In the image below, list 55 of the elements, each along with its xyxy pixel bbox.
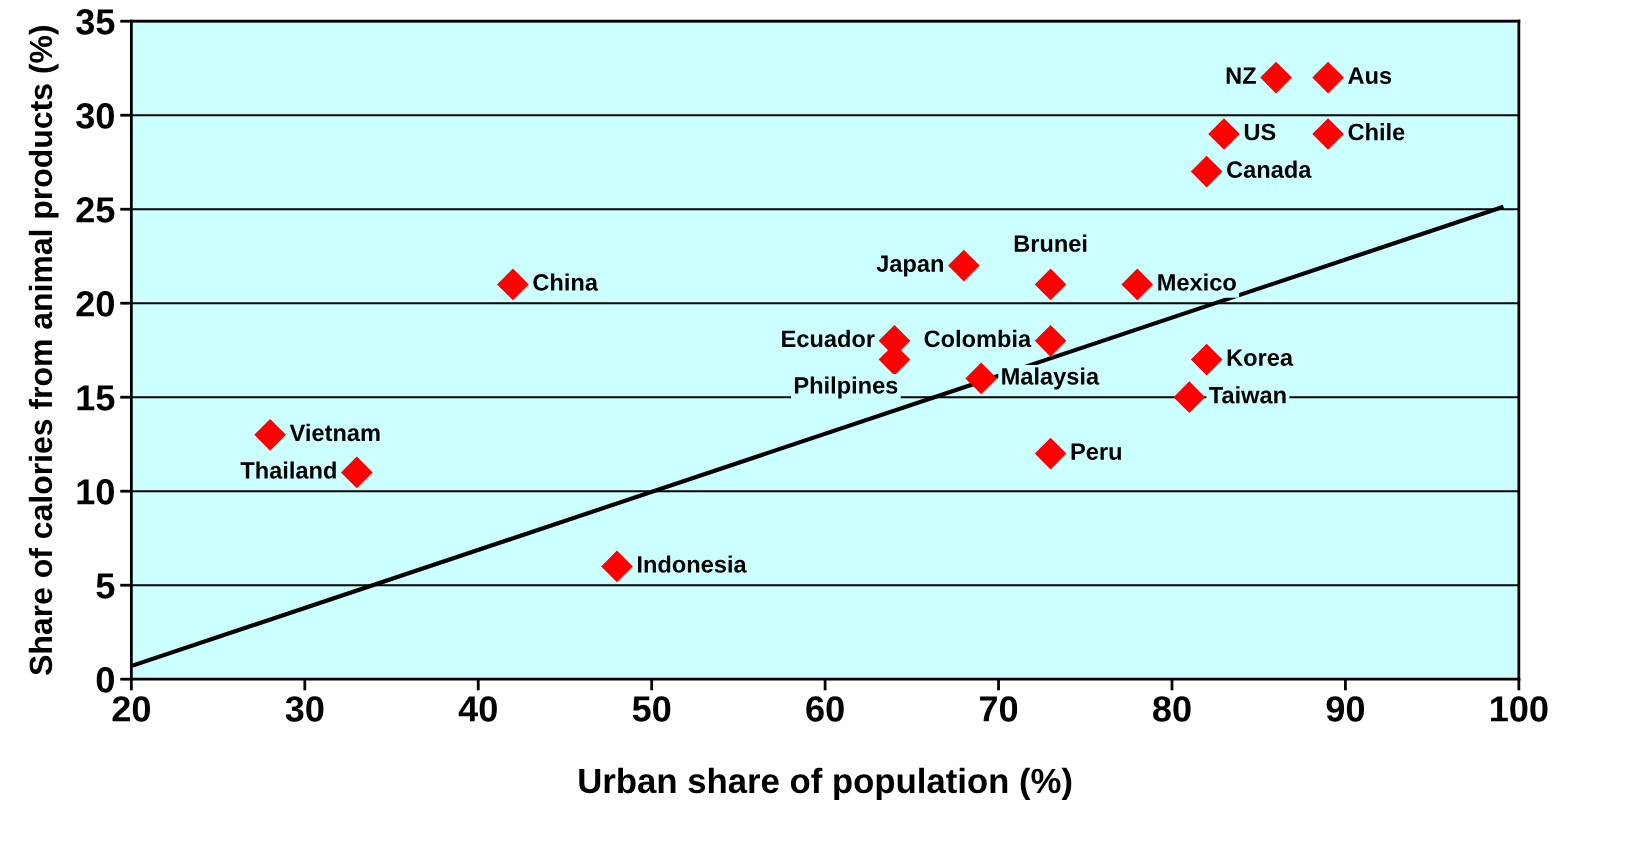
y-tick-label: 20 (76, 291, 114, 317)
x-tick-label: 60 (806, 696, 844, 722)
x-tick-label: 50 (632, 696, 671, 722)
y-tick-label: 5 (96, 573, 115, 599)
x-tick-label: 30 (285, 696, 324, 722)
x-tick-label: 20 (112, 696, 150, 722)
point (1260, 61, 1292, 94)
point (601, 550, 633, 583)
x-axis-title: Urban share of population (%) (579, 767, 1072, 801)
x-tick-label: 90 (1326, 696, 1365, 722)
annotation: Brunei (1014, 234, 1087, 252)
annotation: NZ (1226, 67, 1256, 84)
annotation: Peru (1071, 443, 1121, 460)
point (340, 456, 373, 489)
point (1034, 268, 1067, 301)
annotation: Thailand (240, 461, 336, 479)
point (1121, 268, 1154, 301)
y-tick-label: 0 (96, 667, 114, 693)
annotation: Indonesia (638, 555, 747, 573)
x-tick-label: 40 (458, 696, 497, 722)
point (1190, 155, 1223, 188)
point (497, 268, 529, 301)
y-tick-label: 10 (77, 479, 114, 505)
point (1312, 118, 1344, 150)
annotation: China (533, 273, 599, 291)
annotation: Malaysia (1002, 367, 1100, 390)
y-tick-label: 25 (76, 197, 115, 223)
annotation: Aus (1348, 67, 1392, 84)
point (1208, 118, 1240, 150)
point (1173, 381, 1206, 414)
annotation: Ecuador (782, 329, 875, 348)
y-tick-label: 15 (77, 385, 115, 411)
point (965, 362, 998, 395)
y-tick-label: 30 (76, 103, 114, 129)
point (1034, 324, 1067, 357)
annotation: Mexico (1158, 273, 1236, 291)
annotation: Philpines (794, 376, 898, 399)
annotation: US (1244, 123, 1276, 141)
point (1034, 437, 1067, 470)
annotation: Vietnam (289, 423, 380, 442)
point (1312, 61, 1344, 94)
x-tick-label: 100 (1491, 696, 1548, 722)
y-tick-label: 35 (76, 9, 115, 35)
annotation: Chile (1348, 123, 1405, 141)
point (254, 418, 286, 451)
y-axis-title: Share of calories from animal products (%) (28, 26, 59, 676)
annotation: Korea (1227, 349, 1294, 366)
annotation: Japan (876, 255, 943, 277)
annotation: Taiwan (1209, 386, 1286, 404)
point (948, 249, 980, 282)
annotation: Colombia (924, 329, 1032, 348)
x-tick-label: 80 (1153, 696, 1191, 722)
point (1190, 343, 1223, 376)
x-tick-label: 70 (980, 696, 1018, 722)
annotation: Canada (1227, 160, 1312, 178)
